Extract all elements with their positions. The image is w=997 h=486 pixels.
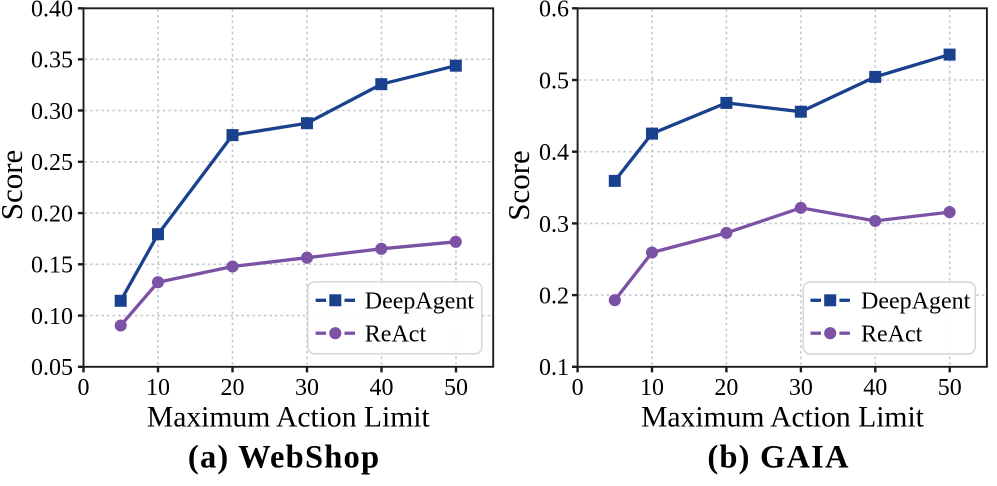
svg-text:0.4: 0.4	[539, 140, 569, 166]
svg-text:0.30: 0.30	[31, 99, 73, 125]
svg-text:40: 40	[863, 375, 887, 401]
svg-text:0.25: 0.25	[31, 150, 73, 176]
svg-text:0.05: 0.05	[31, 355, 73, 381]
svg-text:ReAct: ReAct	[365, 321, 427, 347]
svg-text:(a) WebShop: (a) WebShop	[188, 439, 380, 475]
svg-text:20: 20	[714, 375, 738, 401]
svg-text:20: 20	[221, 375, 245, 401]
svg-text:0.1: 0.1	[539, 355, 569, 381]
svg-text:0.20: 0.20	[31, 202, 73, 228]
svg-text:0.15: 0.15	[31, 253, 73, 279]
svg-text:40: 40	[370, 375, 394, 401]
svg-text:DeepAgent: DeepAgent	[861, 289, 971, 315]
svg-text:30: 30	[789, 375, 813, 401]
svg-text:0: 0	[572, 375, 584, 401]
svg-text:Score: Score	[501, 150, 536, 221]
svg-text:0: 0	[78, 375, 90, 401]
svg-text:0.6: 0.6	[539, 0, 569, 23]
svg-text:0.10: 0.10	[31, 304, 73, 330]
svg-text:0.3: 0.3	[539, 212, 569, 238]
svg-text:(b) GAIA: (b) GAIA	[707, 440, 849, 476]
svg-text:0.2: 0.2	[539, 284, 569, 310]
svg-text:Score: Score	[0, 150, 29, 221]
svg-text:ReAct: ReAct	[861, 321, 923, 347]
svg-text:10: 10	[640, 375, 664, 401]
svg-text:Maximum Action Limit: Maximum Action Limit	[147, 402, 431, 434]
svg-text:Maximum Action Limit: Maximum Action Limit	[641, 402, 925, 434]
svg-text:50: 50	[938, 375, 962, 401]
svg-text:0.40: 0.40	[31, 0, 73, 23]
svg-text:50: 50	[444, 375, 468, 401]
svg-text:0.35: 0.35	[31, 48, 73, 74]
svg-text:10: 10	[146, 375, 170, 401]
svg-text:0.5: 0.5	[539, 68, 569, 94]
svg-text:30: 30	[295, 375, 319, 401]
svg-text:DeepAgent: DeepAgent	[365, 289, 475, 315]
